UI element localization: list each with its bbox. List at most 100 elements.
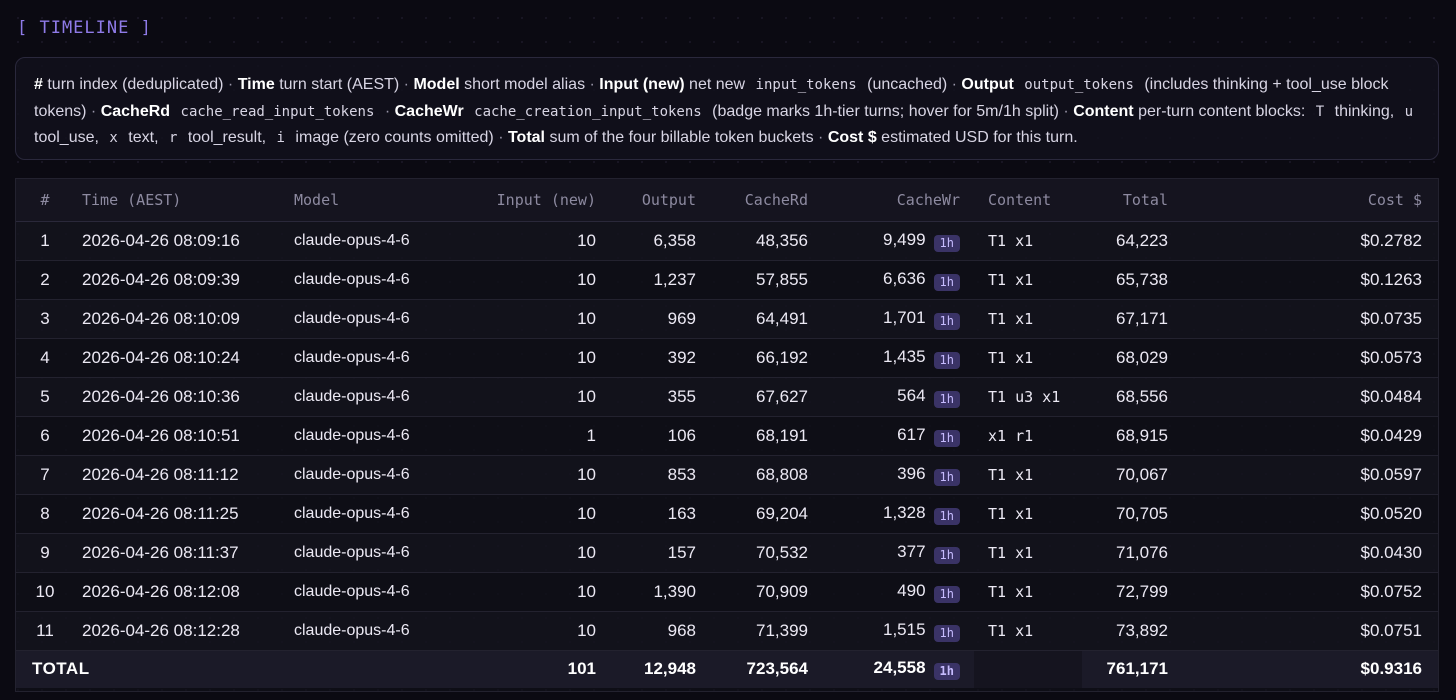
row-cache-write: 1,515	[883, 619, 926, 639]
row-output: 163	[606, 494, 706, 534]
one-hour-tier-badge[interactable]: 1h	[933, 468, 960, 486]
one-hour-tier-badge[interactable]: 1h	[933, 663, 960, 681]
row-model: claude-opus-4-6	[286, 338, 454, 378]
legend-text: (includes thinking + tool_use block toke…	[34, 76, 1389, 120]
row-content: T1 u3 x1	[974, 377, 1082, 417]
column-header-total[interactable]: Total	[1082, 179, 1190, 222]
legend-term: Output	[961, 76, 1014, 93]
row-model: claude-opus-4-6	[286, 533, 454, 573]
row-model: claude-opus-4-6	[286, 494, 454, 534]
row-cost: $0.0597	[1190, 455, 1438, 495]
table-row[interactable]: 4 2026-04-26 08:10:24 claude-opus-4-6 10 392…	[16, 338, 1438, 378]
legend-code: T	[1315, 103, 1325, 120]
column-header-model[interactable]: Model	[286, 179, 454, 222]
row-index: 10	[16, 572, 74, 612]
row-content: T1 x1	[974, 533, 1082, 573]
row-index: 9	[16, 533, 74, 573]
legend-separator: ·	[384, 102, 391, 120]
column-header-content[interactable]: Content	[974, 179, 1082, 222]
legend-term: Input (new)	[599, 76, 685, 93]
row-cache-write-cell: 6,636 1h	[818, 260, 974, 300]
table-row[interactable]: 5 2026-04-26 08:10:36 claude-opus-4-6 10 355…	[16, 377, 1438, 417]
row-content: T1 x1	[974, 338, 1082, 378]
legend-text: image (zero counts omitted)	[290, 129, 499, 146]
timeline-table-container: # Time (AEST) Model Input (new) Output C…	[15, 178, 1439, 692]
one-hour-tier-badge[interactable]: 1h	[933, 585, 960, 603]
row-cost: $0.0751	[1190, 611, 1438, 651]
totals-output: 12,948	[606, 649, 706, 688]
one-hour-tier-badge[interactable]: 1h	[933, 390, 960, 408]
row-cache-read: 70,532	[706, 533, 818, 573]
table-row[interactable]: 3 2026-04-26 08:10:09 claude-opus-4-6 10 969…	[16, 299, 1438, 339]
column-header-cache-read[interactable]: CacheRd	[706, 179, 818, 222]
row-output: 1,390	[606, 572, 706, 612]
row-cost: $0.0520	[1190, 494, 1438, 534]
legend-text: short model alias	[459, 76, 590, 93]
one-hour-tier-badge[interactable]: 1h	[933, 546, 960, 564]
column-header-input[interactable]: Input (new)	[454, 179, 606, 222]
one-hour-tier-badge[interactable]: 1h	[933, 429, 960, 447]
one-hour-tier-badge[interactable]: 1h	[933, 351, 960, 369]
legend-text: turn start (AEST)	[274, 76, 404, 93]
one-hour-tier-badge[interactable]: 1h	[933, 273, 960, 291]
row-total: 70,705	[1082, 494, 1190, 534]
row-content: T1 x1	[974, 611, 1082, 651]
row-cost: $0.1263	[1190, 260, 1438, 300]
row-index: 6	[16, 416, 74, 456]
legend-code: i	[276, 130, 285, 146]
row-cache-read: 48,356	[706, 221, 818, 261]
row-index: 2	[16, 260, 74, 300]
column-header-index[interactable]: #	[16, 179, 74, 222]
row-input: 10	[454, 494, 606, 534]
row-input: 1	[454, 416, 606, 456]
table-row[interactable]: 10 2026-04-26 08:12:08 claude-opus-4-6 10 1,…	[16, 572, 1438, 612]
row-input: 10	[454, 455, 606, 495]
table-row[interactable]: 1 2026-04-26 08:09:16 claude-opus-4-6 10 6,3…	[16, 221, 1438, 261]
column-header-time[interactable]: Time (AEST)	[74, 179, 286, 222]
row-output: 157	[606, 533, 706, 573]
row-total: 71,076	[1082, 533, 1190, 573]
row-index: 7	[16, 455, 74, 495]
row-index: 5	[16, 377, 74, 417]
table-row[interactable]: 8 2026-04-26 08:11:25 claude-opus-4-6 10 163…	[16, 494, 1438, 534]
row-time: 2026-04-26 08:09:16	[74, 221, 286, 261]
row-cache-read: 69,204	[706, 494, 818, 534]
row-cache-write: 564	[897, 385, 926, 405]
one-hour-tier-badge[interactable]: 1h	[933, 624, 960, 642]
row-cache-read: 68,191	[706, 416, 818, 456]
table-row[interactable]: 2 2026-04-26 08:09:39 claude-opus-4-6 10 1,2…	[16, 260, 1438, 300]
row-cost: $0.0752	[1190, 572, 1438, 612]
column-header-cost[interactable]: Cost $	[1190, 179, 1438, 222]
legend-text: estimated USD for this turn.	[876, 129, 1078, 146]
row-cache-write-cell: 564 1h	[818, 377, 974, 417]
row-time: 2026-04-26 08:11:37	[74, 533, 286, 573]
legend-separator: ·	[951, 76, 957, 93]
row-time: 2026-04-26 08:11:25	[74, 494, 286, 534]
column-header-cache-write[interactable]: CacheWr	[818, 179, 974, 222]
totals-content-empty	[974, 649, 1082, 688]
legend-term: Cost $	[827, 129, 877, 146]
one-hour-tier-badge[interactable]: 1h	[933, 312, 960, 330]
row-model: claude-opus-4-6	[286, 299, 454, 339]
one-hour-tier-badge[interactable]: 1h	[933, 507, 960, 525]
row-time: 2026-04-26 08:10:09	[74, 299, 286, 339]
totals-cache-read: 723,564	[706, 649, 818, 688]
row-model: claude-opus-4-6	[286, 455, 454, 495]
legend-text: sum of the four billable token buckets	[545, 129, 819, 146]
table-row[interactable]: 6 2026-04-26 08:10:51 claude-opus-4-6 1 106 6…	[16, 416, 1438, 456]
row-input: 10	[454, 572, 606, 612]
table-header-row: # Time (AEST) Model Input (new) Output C…	[16, 179, 1438, 222]
legend-term: Content	[1073, 102, 1134, 120]
table-row[interactable]: 7 2026-04-26 08:11:12 claude-opus-4-6 10 853…	[16, 455, 1438, 495]
one-hour-tier-badge[interactable]: 1h	[933, 234, 960, 252]
row-cache-write-cell: 396 1h	[818, 455, 974, 495]
row-cache-write-cell: 1,328 1h	[818, 494, 974, 534]
table-row[interactable]: 9 2026-04-26 08:11:37 claude-opus-4-6 10 157…	[16, 533, 1438, 573]
table-row[interactable]: 11 2026-04-26 08:12:28 claude-opus-4-6 10 96…	[16, 611, 1438, 651]
legend-separator: ·	[498, 129, 504, 146]
row-cache-write: 490	[897, 580, 926, 600]
row-cache-write: 6,636	[883, 268, 926, 288]
row-output: 106	[606, 416, 706, 456]
column-header-output[interactable]: Output	[606, 179, 706, 222]
legend-term: Model	[413, 76, 460, 93]
